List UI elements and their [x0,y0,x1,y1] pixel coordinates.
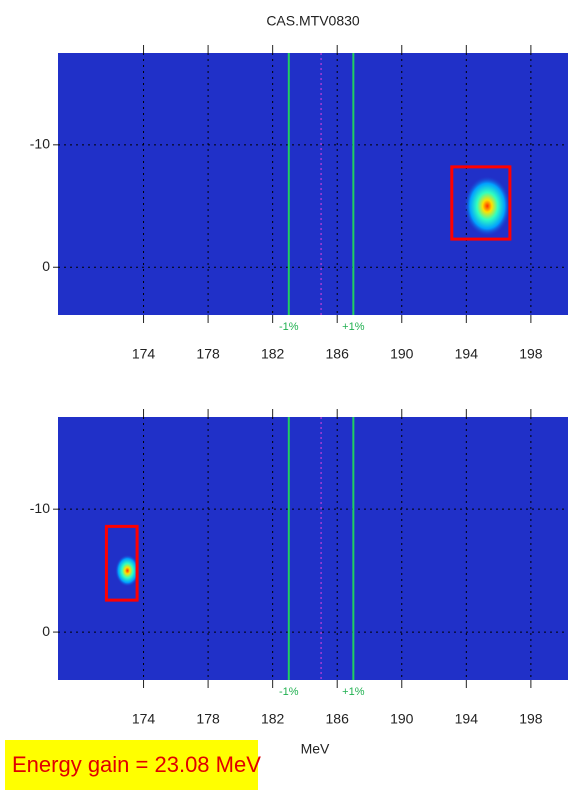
marker-label: +1% [342,321,365,333]
marker-label: -1% [279,686,299,698]
beam-spot [115,554,140,587]
marker-label: -1% [279,321,299,333]
x-tick-label: 178 [196,346,220,362]
x-tick-label: 182 [261,346,285,362]
x-tick-label: 174 [132,346,156,362]
annotation: Energy gain = 23.08 MeV [12,752,261,777]
roi-box [450,165,512,241]
x-tick-label: 190 [390,346,414,362]
x-tick-label: 186 [326,711,350,727]
x-tick-label: 198 [519,711,543,727]
y-tick-label: 0 [42,623,50,639]
chart-title: CAS.MTV0830 [266,13,360,29]
marker-label: +1% [342,686,365,698]
x-tick-label: 198 [519,346,543,362]
roi-box [104,524,139,602]
y-tick-label: -10 [30,136,50,152]
x-tick-label: 186 [326,346,350,362]
x-tick-label: 182 [261,711,285,727]
x-tick-label: 178 [196,711,220,727]
x-tick-label: 190 [390,711,414,727]
beam-spot [464,175,511,237]
y-tick-label: 0 [42,258,50,274]
x-tick-label: 174 [132,711,156,727]
plot-area [58,417,568,680]
annotation-box [5,740,258,790]
x-axis-label: MeV [301,741,330,757]
y-tick-label: -10 [30,500,50,516]
x-tick-label: 194 [455,346,479,362]
x-tick-label: 194 [455,711,479,727]
